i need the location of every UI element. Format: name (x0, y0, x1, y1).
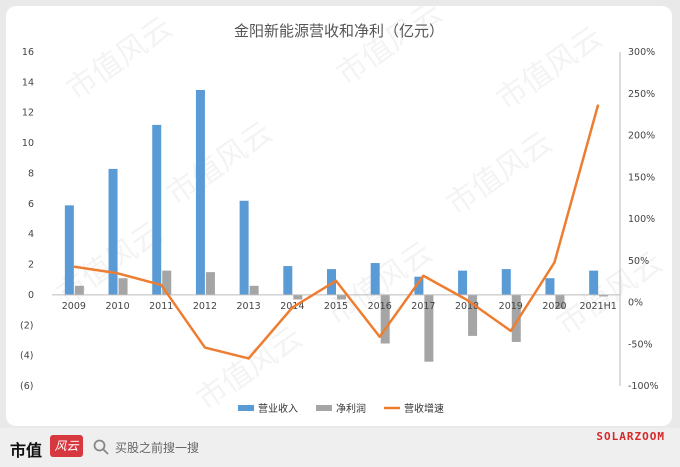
chart: 市值风云市值风云市值风云市值风云市值风云市值风云市值风云市值风云市值风云金阳新能… (20, 6, 669, 418)
x-tick-label: 2016 (368, 301, 392, 312)
left-tick-label: 12 (22, 108, 34, 119)
x-tick-label: 2020 (542, 301, 566, 312)
bar (414, 276, 424, 295)
x-tick-label: 2009 (62, 301, 86, 312)
search-icon (93, 439, 109, 455)
bar (64, 205, 74, 295)
bar (501, 269, 511, 295)
source-label: SOLARZOOM (596, 430, 665, 443)
legend-label: 营收增速 (404, 402, 444, 415)
left-tick-label: (4) (20, 351, 33, 362)
bar (195, 89, 205, 295)
left-tick-label: 8 (28, 168, 34, 179)
x-tick-label: 2019 (499, 301, 523, 312)
bar (327, 269, 336, 295)
x-tick-label: 2018 (455, 301, 479, 312)
bar (118, 278, 128, 295)
left-tick-label: (2) (20, 320, 33, 331)
bar (511, 294, 521, 342)
search-placeholder: 买股之前搜一搜 (115, 440, 200, 455)
bar (370, 263, 380, 295)
left-tick-label: 6 (28, 199, 34, 210)
bar (599, 294, 609, 297)
bar (162, 270, 172, 295)
bar (380, 294, 390, 344)
brand-name: 市值 (10, 441, 43, 460)
footer-bar: 市值 风云 买股之前搜一搜 (0, 428, 680, 467)
right-tick-label: -100% (628, 381, 659, 392)
left-tick-label: (6) (20, 381, 33, 392)
bar (337, 294, 346, 300)
x-tick-label: 2010 (105, 301, 129, 312)
bar (555, 294, 565, 309)
legend-swatch (316, 405, 332, 411)
right-tick-label: 200% (628, 131, 655, 142)
x-tick-label: 2013 (237, 301, 261, 312)
bar (424, 294, 434, 362)
bar (239, 200, 249, 295)
bar (589, 270, 599, 295)
bar (283, 266, 293, 295)
legend-label: 净利润 (336, 402, 366, 415)
right-tick-label: -50% (628, 339, 653, 350)
x-tick-label: 2017 (411, 301, 435, 312)
bar (293, 294, 303, 300)
bar (205, 272, 215, 295)
x-tick-label: 2011 (149, 301, 173, 312)
bar (152, 124, 162, 295)
bar (468, 294, 478, 336)
brand-logo: 风云 (50, 435, 83, 457)
left-tick-label: 0 (28, 290, 34, 301)
legend-label: 营业收入 (258, 402, 298, 415)
bar (545, 278, 555, 295)
right-tick-label: 100% (628, 214, 655, 225)
bar (249, 285, 259, 295)
left-tick-label: 4 (28, 229, 34, 240)
right-tick-label: 300% (628, 47, 655, 58)
search-box[interactable]: 买股之前搜一搜 (92, 435, 252, 459)
left-tick-label: 2 (28, 260, 34, 271)
bar (458, 270, 468, 295)
legend-swatch (238, 405, 254, 411)
left-tick-label: 14 (22, 77, 34, 88)
right-tick-label: 0% (628, 298, 643, 309)
chart-title: 金阳新能源营收和净利（亿元） (234, 22, 444, 40)
bar (74, 285, 84, 295)
right-tick-label: 150% (628, 172, 655, 183)
x-tick-label: 2012 (193, 301, 217, 312)
x-tick-label: 2015 (324, 301, 348, 312)
x-tick-label: 2021H1 (579, 301, 616, 312)
bar (108, 168, 118, 295)
left-tick-label: 10 (22, 138, 34, 149)
left-tick-label: 16 (22, 47, 34, 58)
chart-card: 市值风云市值风云市值风云市值风云市值风云市值风云市值风云市值风云市值风云金阳新能… (6, 6, 672, 426)
right-tick-label: 50% (628, 256, 649, 267)
right-tick-label: 250% (628, 89, 655, 100)
